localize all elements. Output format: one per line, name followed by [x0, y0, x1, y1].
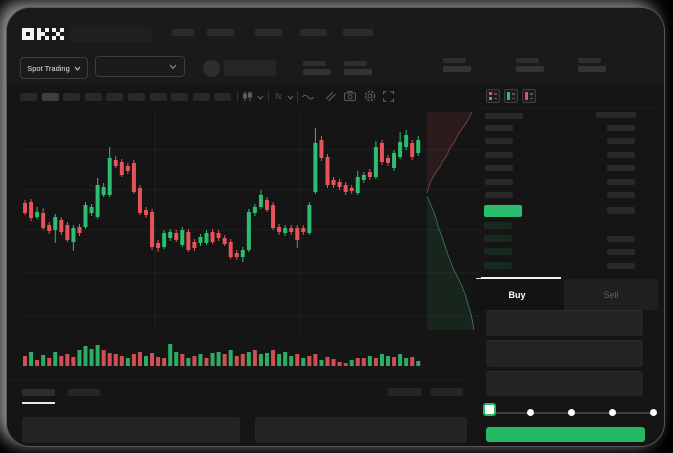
stat-label-placeholder: [344, 61, 367, 66]
interval-button[interactable]: [106, 93, 123, 101]
ob-ask-price[interactable]: [485, 152, 513, 158]
order-field-placeholder[interactable]: [486, 310, 643, 336]
orders-row-placeholder: [22, 417, 240, 443]
divider: [237, 91, 238, 102]
nav-item-placeholder[interactable]: [172, 29, 194, 36]
active-tab-underline: [22, 402, 55, 404]
ob-last-price[interactable]: [484, 205, 522, 217]
interval-button[interactable]: [85, 93, 102, 101]
orders-action-placeholder[interactable]: [431, 388, 463, 396]
ob-ask-amount: [607, 125, 635, 131]
nav-item-placeholder[interactable]: [255, 29, 282, 36]
order-field-placeholder[interactable]: [486, 371, 643, 396]
orders-tab[interactable]: [68, 389, 100, 396]
ob-bid-amount: [607, 249, 635, 255]
slider-stop[interactable]: [527, 409, 534, 416]
ob-asks-view-icon[interactable]: [522, 89, 536, 103]
interval-button-selected[interactable]: [42, 93, 59, 101]
nav-item-placeholder[interactable]: [300, 29, 327, 36]
stat-label-placeholder: [578, 58, 601, 63]
market-type-dropdown[interactable]: Spot Trading: [20, 57, 88, 79]
ob-split-view-icon[interactable]: [486, 89, 500, 103]
ob-ask-amount: [607, 179, 635, 185]
slider-stop[interactable]: [568, 409, 575, 416]
ob-bids-view-icon[interactable]: [504, 89, 518, 103]
candle-type-icon[interactable]: [241, 90, 254, 103]
slider-stop[interactable]: [650, 409, 657, 416]
slider-stop[interactable]: [609, 409, 616, 416]
header-title-placeholder: [70, 27, 152, 42]
ob-header-amount: [596, 112, 636, 118]
ob-bid-amount: [607, 236, 635, 242]
stat-value-placeholder: [578, 66, 606, 72]
interval-button[interactable]: [150, 93, 167, 101]
interval-button[interactable]: [20, 93, 37, 101]
pair-dropdown[interactable]: [95, 56, 185, 77]
orders-row-placeholder: [255, 417, 467, 443]
order-field-placeholder[interactable]: [486, 340, 643, 367]
snapshot-icon[interactable]: [343, 89, 357, 103]
stage: Spot Trading fx: [7, 8, 664, 446]
ob-ask-price[interactable]: [485, 138, 513, 144]
compare-icon[interactable]: [323, 89, 337, 103]
ob-ask-amount: [607, 138, 635, 144]
ob-bid-amount: [607, 263, 635, 269]
tab-sell[interactable]: Sell: [564, 279, 658, 310]
tab-buy[interactable]: Buy: [470, 279, 564, 310]
chevron-down-icon: [169, 64, 177, 69]
chevron-down-icon[interactable]: [286, 93, 294, 101]
pair-name-placeholder: [224, 60, 276, 76]
app-window: Spot Trading fx: [6, 7, 665, 447]
ob-ask-amount: [607, 165, 635, 171]
divider: [268, 91, 269, 102]
ob-header-price: [485, 113, 523, 119]
stat-value-placeholder: [303, 69, 331, 75]
nav-item-placeholder[interactable]: [343, 29, 373, 36]
ob-bid-price[interactable]: [484, 248, 512, 255]
chevron-down-icon: [74, 66, 81, 71]
ob-last-amount: [607, 207, 635, 214]
divider: [297, 91, 298, 102]
stat-label-placeholder: [516, 58, 539, 63]
ob-bid-price[interactable]: [484, 262, 512, 269]
orders-tab-active[interactable]: [22, 389, 55, 396]
interval-button[interactable]: [171, 93, 188, 101]
stat-label-placeholder: [443, 58, 466, 63]
orders-action-placeholder[interactable]: [388, 388, 421, 396]
buy-submit-button[interactable]: [486, 427, 645, 442]
fullscreen-icon[interactable]: [381, 89, 395, 103]
ob-bid-price[interactable]: [484, 222, 512, 229]
chevron-down-icon[interactable]: [256, 93, 264, 101]
trend-line-icon[interactable]: [301, 90, 314, 103]
settings-icon[interactable]: [363, 89, 377, 103]
stat-value-placeholder: [443, 66, 471, 72]
pair-coin-icon: [203, 60, 220, 77]
ob-ask-price[interactable]: [485, 192, 513, 198]
nav-item-placeholder[interactable]: [207, 29, 234, 36]
stat-value-placeholder: [344, 69, 372, 75]
ob-ask-price[interactable]: [485, 179, 513, 185]
trade-tabbar: Buy Sell: [470, 277, 658, 310]
ob-bid-price[interactable]: [484, 235, 512, 242]
buy-tab-underline: [481, 277, 561, 279]
tab-sell-label: Sell: [603, 289, 619, 300]
okx-logo[interactable]: [22, 28, 64, 40]
tab-buy-label: Buy: [508, 289, 526, 300]
ob-ask-amount: [607, 192, 635, 198]
ob-ask-price[interactable]: [485, 125, 513, 131]
price-chart[interactable]: [18, 108, 482, 370]
ob-ask-price[interactable]: [485, 165, 513, 171]
interval-button[interactable]: [128, 93, 145, 101]
slider-handle[interactable]: [483, 403, 496, 416]
indicators-icon[interactable]: fx: [275, 92, 282, 101]
interval-button[interactable]: [193, 93, 210, 101]
stat-value-placeholder: [516, 66, 544, 72]
interval-button[interactable]: [214, 93, 231, 101]
market-type-label: Spot Trading: [27, 63, 70, 73]
ob-ask-amount: [607, 152, 635, 158]
divider: [476, 107, 658, 108]
interval-button[interactable]: [63, 93, 80, 101]
divider: [10, 380, 468, 381]
stat-label-placeholder: [303, 61, 326, 66]
